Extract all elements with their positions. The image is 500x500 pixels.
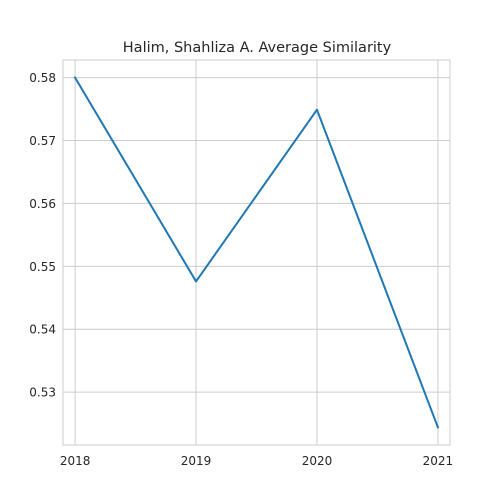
x-tick-label: 2018 xyxy=(60,454,91,468)
x-tick-label: 2020 xyxy=(302,454,333,468)
series-layer xyxy=(73,76,440,429)
y-tick-label: 0.54 xyxy=(29,323,56,337)
x-tick-label: 2021 xyxy=(423,454,454,468)
y-tick-label: 0.58 xyxy=(29,71,56,85)
y-axis-ticks: 0.53 0.54 0.55 0.56 0.57 0.58 xyxy=(29,71,56,400)
y-tick-label: 0.57 xyxy=(29,134,56,148)
plot-frame xyxy=(62,59,451,446)
x-tick-label: 2019 xyxy=(181,454,212,468)
series-line xyxy=(73,76,440,429)
y-tick-label: 0.55 xyxy=(29,260,56,274)
y-tick-label: 0.56 xyxy=(29,197,56,211)
x-axis-ticks: 2018 2019 2020 2021 xyxy=(60,454,453,468)
chart-title: Halim, Shahliza A. Average Similarity xyxy=(123,40,392,56)
y-tick-label: 0.53 xyxy=(29,386,56,400)
grid-layer xyxy=(63,60,450,445)
